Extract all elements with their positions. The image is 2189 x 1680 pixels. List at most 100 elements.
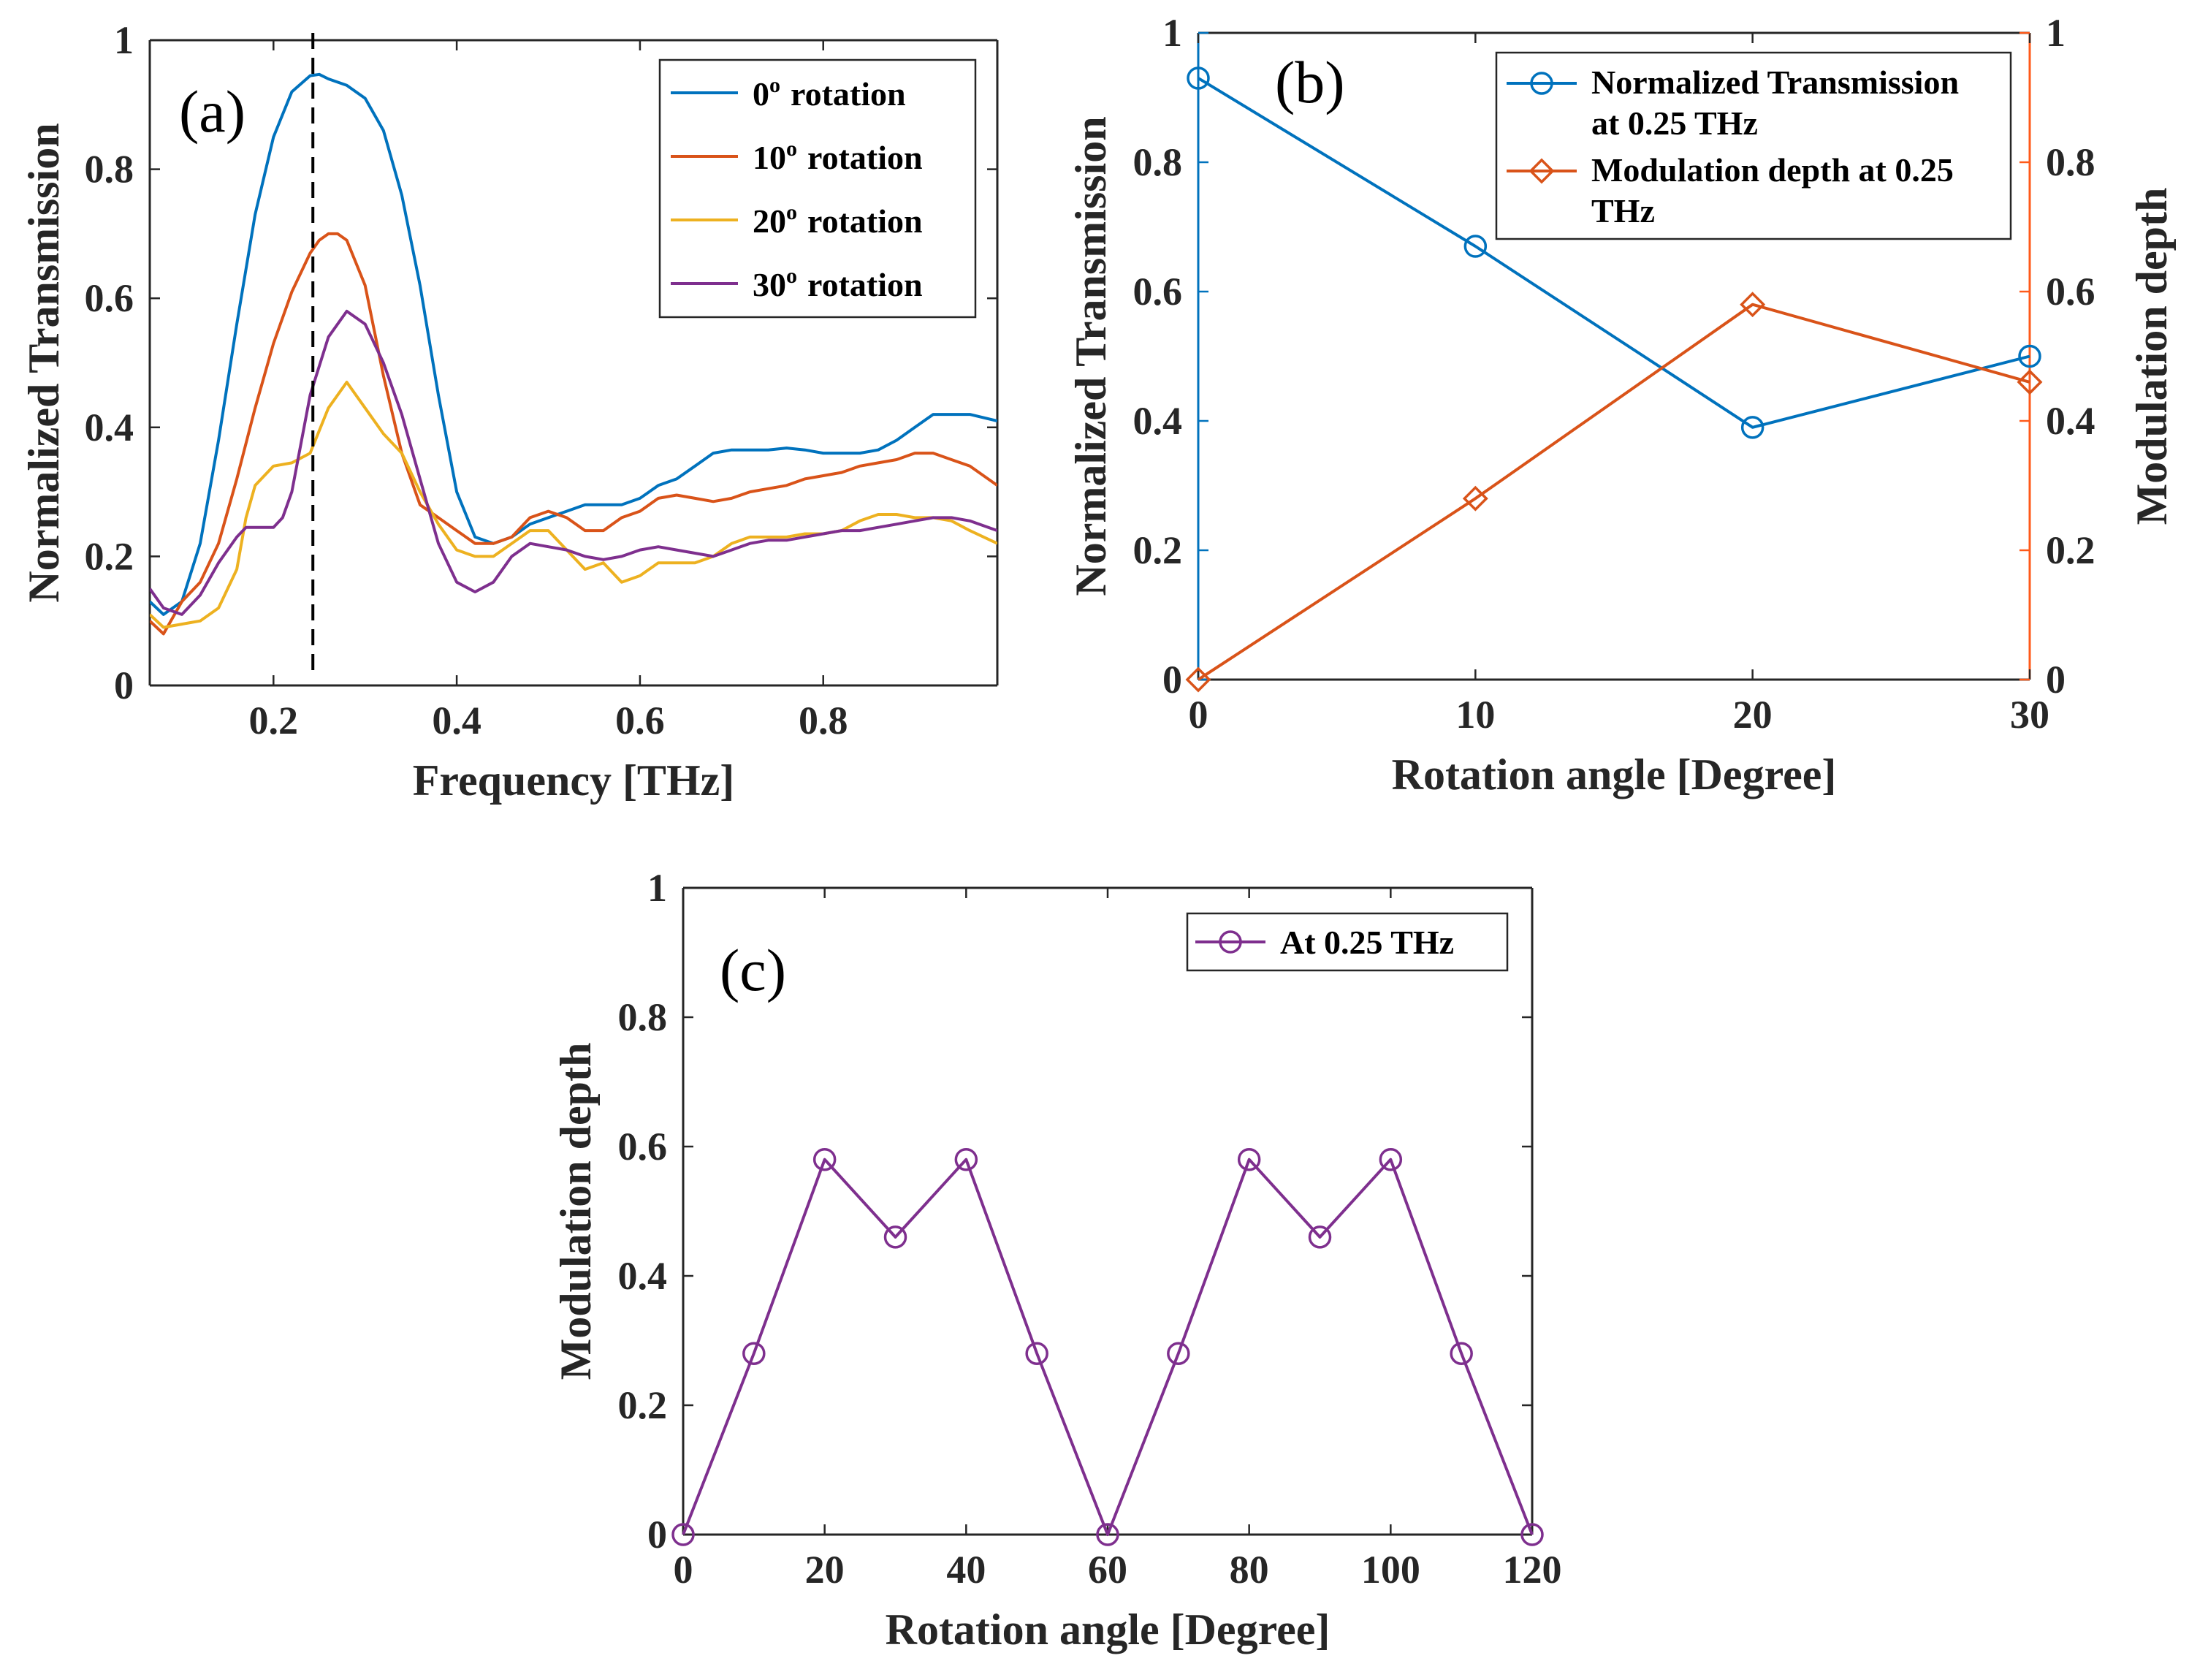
x-tick-label: 0.8: [799, 699, 848, 742]
x-axis-label: Rotation angle [Degree]: [886, 1605, 1330, 1654]
legend-entry-label: Normalized Transmission: [1591, 64, 1959, 101]
series-transmission: [1187, 66, 2041, 439]
legend-entry-label: 20o rotation: [753, 200, 923, 240]
legend-degree-sup: o: [786, 200, 797, 224]
y-tick-label: 0.6: [85, 276, 134, 320]
y-tick-label: 1: [1162, 11, 1182, 55]
y-tick-label: 0: [647, 1513, 667, 1557]
y-tick-label: 0: [114, 664, 134, 707]
legend-entry-label: 10o rotation: [753, 137, 923, 176]
series-line-30-deg: [150, 309, 997, 616]
data-point-marker: [1096, 1523, 1119, 1546]
legend-suffix: rotation: [807, 139, 923, 176]
legend-angle: 10: [753, 139, 786, 176]
legend-degree-sup: o: [769, 73, 780, 97]
data-point-marker: [1740, 416, 1764, 439]
data-point-marker: [1530, 72, 1553, 95]
legend-box: [1495, 51, 2012, 240]
x-axis-label: Frequency [THz]: [413, 756, 734, 805]
y-tick-label: 1: [647, 866, 667, 910]
y-right-tick-label: 0.2: [2046, 528, 2095, 572]
x-tick-label: 0: [674, 1548, 693, 1592]
y-right-tick-label: 0: [2046, 658, 2066, 702]
panel-c-chart: 0 20 40 60 80 100 120 0 0.2 0.4 0.6 0.8 1 Rotation an…: [552, 866, 1562, 1654]
plot-area: [150, 72, 997, 636]
data-point-marker: [954, 1147, 978, 1171]
legend-angle: 20: [753, 202, 786, 240]
y-right-tick-label: 0.6: [2046, 270, 2095, 313]
series-line: [1197, 303, 2030, 681]
legend-entry-label: 0o rotation: [753, 73, 906, 113]
data-point-marker: [1529, 158, 1555, 184]
x-tick-label: 20: [805, 1548, 845, 1592]
x-tick-label: 0.6: [615, 699, 665, 742]
y-axis-label-left: Normalized Transmission: [1067, 116, 1115, 596]
data-point-marker: [1462, 485, 1488, 512]
y-right-tick-label: 0.4: [2046, 399, 2095, 443]
legend: At 0.25 THz: [1186, 912, 1509, 972]
legend-degree-sup: o: [786, 137, 797, 161]
data-point-marker: [1463, 235, 1488, 258]
data-point-marker: [2017, 369, 2043, 395]
y-tick-label: 0.4: [85, 406, 134, 449]
data-point-marker: [1450, 1342, 1473, 1365]
y-tick-label: 0.8: [618, 995, 668, 1039]
data-point-marker: [1219, 930, 1242, 954]
x-tick-label: 100: [1361, 1548, 1420, 1592]
legend-suffix: rotation: [807, 266, 923, 303]
panel-label: (c): [720, 937, 786, 1003]
data-point-marker: [671, 1523, 695, 1546]
y-tick-label: 0.6: [618, 1125, 668, 1168]
series-line-10-deg: [150, 232, 997, 636]
legend-angle: 0: [753, 75, 769, 113]
legend-entry-label: At 0.25 THz: [1280, 924, 1454, 961]
legend-angle: 30: [753, 266, 786, 303]
x-tick-label: 0.2: [249, 699, 299, 742]
y-axis-label: Modulation depth: [552, 1043, 600, 1380]
y-axis-label: Normalized Transmission: [20, 123, 68, 602]
data-point-marker: [1520, 1523, 1544, 1546]
data-point-marker: [2018, 344, 2041, 368]
y-tick-label: 0.2: [618, 1383, 668, 1427]
x-tick-label: 60: [1088, 1548, 1127, 1592]
series-modulation-depth: [671, 1147, 1544, 1546]
y-tick-label: 0.8: [85, 148, 134, 191]
y-right-tick-label: 1: [2046, 11, 2066, 55]
legend-entry-label: Modulation depth at 0.25: [1591, 151, 1954, 189]
x-tick-label: 40: [946, 1548, 986, 1592]
y-tick-label: 0: [1162, 658, 1182, 702]
y-tick-label: 0.4: [618, 1254, 668, 1298]
legend-suffix: rotation: [791, 75, 906, 113]
x-tick-label: 120: [1503, 1548, 1562, 1592]
legend-entry-label: THz: [1591, 192, 1655, 229]
x-tick-label: 20: [1733, 693, 1773, 737]
x-tick-label: 80: [1230, 1548, 1269, 1592]
y-tick-label: 0.6: [1133, 270, 1183, 313]
data-point-marker: [1308, 1225, 1332, 1249]
y-tick-label: 0.8: [1133, 140, 1183, 184]
data-point-marker: [1237, 1147, 1261, 1171]
series-line: [1197, 77, 2030, 429]
series-line: [682, 1158, 1534, 1536]
data-point-marker: [1025, 1342, 1048, 1365]
legend-entry-label: at 0.25 THz: [1591, 104, 1758, 142]
data-point-marker: [1185, 666, 1211, 693]
data-point-marker: [1167, 1342, 1190, 1365]
y-tick-label: 1: [114, 18, 134, 62]
panel-b-chart: 0 10 20 300 00.2 0.20.4 0.40.6 0.60.8 0.81 1Rotat…: [1067, 11, 2176, 799]
y-tick-label: 0.2: [85, 534, 134, 578]
data-point-marker: [1740, 292, 1766, 318]
y-tick-label: 0.2: [1133, 528, 1183, 572]
data-point-marker: [1187, 66, 1210, 90]
legend-degree-sup: o: [786, 264, 797, 288]
x-tick-label: 10: [1455, 693, 1495, 737]
panel-a-chart: 0.2 0.4 0.6 0.8 0 0.2 0.4 0.6 0.8 1 Frequency [THz…: [20, 18, 999, 805]
data-point-marker: [742, 1342, 766, 1365]
x-axis-label: Rotation angle [Degree]: [1392, 750, 1837, 799]
x-tick-label: 30: [2010, 693, 2049, 737]
y-axis-label-right: Modulation depth: [2128, 188, 2176, 525]
series-modulation-depth: [1185, 292, 2043, 693]
x-tick-label: 0.4: [432, 699, 481, 742]
